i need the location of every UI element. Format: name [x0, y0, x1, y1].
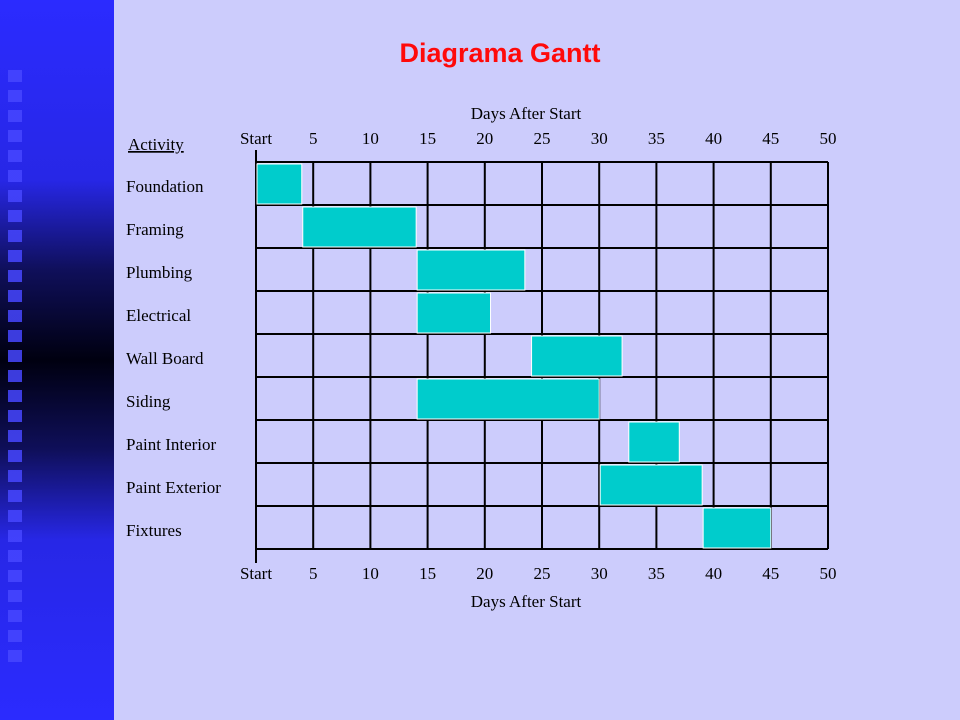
- activity-column-header: Activity: [128, 135, 184, 154]
- x-tick-label: 20: [476, 564, 493, 583]
- x-tick-label: 10: [362, 129, 379, 148]
- x-axis-title-top: Days After Start: [471, 104, 582, 123]
- x-tick-label: 25: [534, 129, 551, 148]
- x-tick-label: 15: [419, 129, 436, 148]
- task-labels: Foundation Framing Plumbing Electrical Wall …: [126, 177, 221, 540]
- task-bar: [416, 378, 600, 420]
- task-bar: [702, 507, 772, 549]
- x-tick-label: 25: [534, 564, 551, 583]
- x-tick-label: 5: [309, 129, 318, 148]
- x-tick-label: 35: [648, 564, 665, 583]
- task-bar: [628, 421, 680, 463]
- task-bar: [416, 292, 492, 334]
- x-tick-label: Start: [240, 564, 272, 583]
- x-tick-label: 50: [820, 129, 837, 148]
- task-bar: [416, 249, 526, 291]
- task-label: Paint Exterior: [126, 478, 221, 497]
- x-tick-label: 10: [362, 564, 379, 583]
- x-tick-label: 20: [476, 129, 493, 148]
- task-label: Plumbing: [126, 263, 193, 282]
- task-label: Siding: [126, 392, 171, 411]
- x-tick-label: 45: [762, 129, 779, 148]
- x-tick-label: 30: [591, 564, 608, 583]
- task-label: Paint Interior: [126, 435, 217, 454]
- x-tick-label: 50: [820, 564, 837, 583]
- x-tick-labels: Start Start 5 5 10 10 15 15 20 20 25 25 30 30 35 35 40 40…: [240, 129, 837, 583]
- task-bar: [302, 206, 417, 248]
- x-tick-label: 30: [591, 129, 608, 148]
- x-tick-label: 5: [309, 564, 318, 583]
- side-square-pattern: [8, 70, 22, 670]
- x-tick-label: Start: [240, 129, 272, 148]
- task-bars: [256, 163, 772, 549]
- task-label: Foundation: [126, 177, 204, 196]
- task-bar: [531, 335, 623, 377]
- x-tick-label: 40: [705, 564, 722, 583]
- x-tick-label: 40: [705, 129, 722, 148]
- task-label: Wall Board: [126, 349, 204, 368]
- chart-labels: Days After Start Days After Start Activi…: [128, 104, 582, 611]
- x-tick-label: 35: [648, 129, 665, 148]
- task-bar: [256, 163, 303, 205]
- x-tick-label: 45: [762, 564, 779, 583]
- task-label: Framing: [126, 220, 184, 239]
- side-decoration-band: [0, 0, 114, 720]
- x-axis-title-bottom: Days After Start: [471, 592, 582, 611]
- task-label: Electrical: [126, 306, 191, 325]
- x-tick-label: 15: [419, 564, 436, 583]
- grid-lines: [255, 150, 829, 563]
- slide-title: Diagrama Gantt: [399, 38, 601, 68]
- task-bar: [599, 464, 703, 506]
- task-label: Fixtures: [126, 521, 182, 540]
